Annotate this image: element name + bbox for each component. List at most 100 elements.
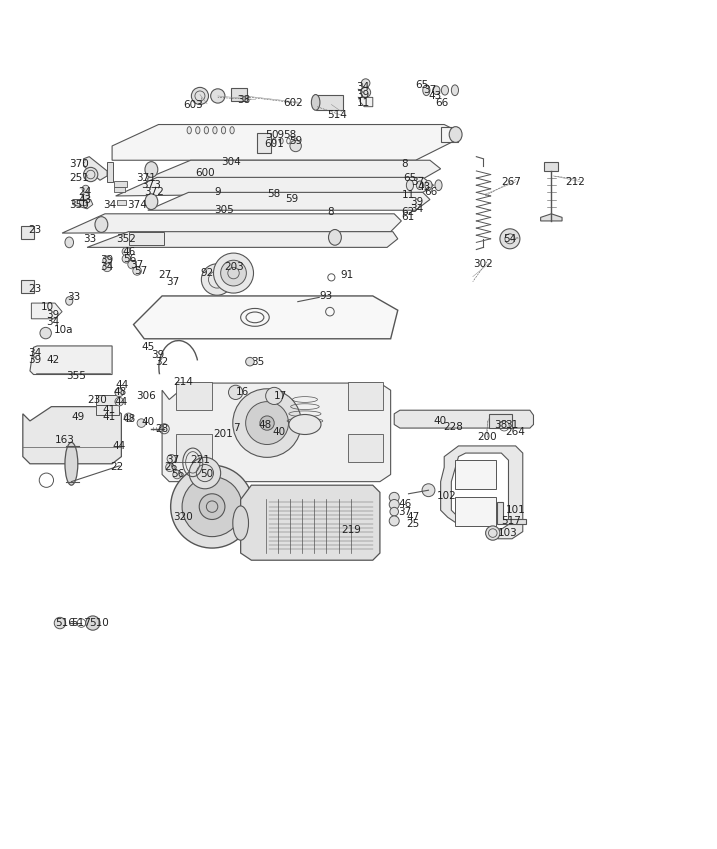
Polygon shape (541, 214, 562, 221)
Ellipse shape (187, 127, 191, 134)
Text: 43: 43 (79, 194, 92, 205)
Text: 304: 304 (222, 157, 241, 166)
Text: 37: 37 (166, 455, 179, 465)
Text: 56: 56 (171, 469, 184, 480)
Circle shape (389, 492, 399, 503)
Text: 516: 516 (55, 618, 75, 628)
Text: 101: 101 (505, 505, 526, 515)
Circle shape (82, 185, 89, 193)
Ellipse shape (233, 506, 249, 540)
Bar (455, 460, 496, 489)
Text: 39: 39 (356, 89, 369, 99)
Bar (455, 498, 496, 526)
Circle shape (361, 87, 371, 98)
Text: 39: 39 (47, 310, 60, 319)
Circle shape (133, 267, 141, 275)
Text: 93: 93 (319, 291, 333, 301)
Text: 9: 9 (214, 188, 221, 197)
Text: 221: 221 (191, 455, 211, 465)
Circle shape (167, 454, 176, 463)
Text: 37: 37 (130, 260, 143, 269)
Text: 56: 56 (123, 254, 136, 264)
Text: 44: 44 (115, 380, 129, 391)
Ellipse shape (289, 414, 321, 435)
Text: 58: 58 (283, 130, 297, 140)
Text: 38: 38 (494, 419, 508, 430)
Circle shape (246, 402, 288, 445)
Polygon shape (148, 193, 430, 211)
Circle shape (103, 256, 111, 265)
Text: 44: 44 (114, 396, 128, 407)
Circle shape (166, 463, 174, 472)
Text: 37: 37 (423, 85, 436, 95)
Bar (176, 434, 212, 463)
Text: 370: 370 (70, 159, 89, 169)
Ellipse shape (435, 180, 442, 190)
Bar (348, 382, 384, 410)
Bar (117, 200, 125, 205)
Ellipse shape (65, 442, 78, 486)
Circle shape (173, 470, 181, 479)
Bar (128, 232, 164, 245)
Text: 10: 10 (41, 301, 54, 312)
Ellipse shape (65, 237, 74, 248)
Text: 33: 33 (83, 233, 97, 244)
Text: 31: 31 (505, 419, 519, 430)
Text: 37: 37 (412, 177, 424, 187)
Bar (114, 188, 125, 193)
Text: 517: 517 (501, 516, 521, 526)
Circle shape (389, 499, 399, 509)
Text: 39: 39 (100, 256, 113, 265)
Bar (107, 161, 113, 182)
Text: 25: 25 (407, 520, 419, 530)
Text: 306: 306 (136, 391, 156, 401)
Text: 228: 228 (443, 422, 462, 431)
Circle shape (266, 387, 282, 404)
Circle shape (485, 526, 500, 540)
Circle shape (214, 253, 254, 293)
Text: 46: 46 (123, 247, 136, 256)
Circle shape (128, 261, 136, 269)
Circle shape (171, 465, 254, 548)
Text: 48: 48 (113, 387, 127, 397)
Text: 34: 34 (47, 317, 60, 327)
Text: 59: 59 (285, 194, 299, 204)
Circle shape (260, 416, 274, 430)
Text: 62: 62 (402, 206, 414, 216)
Circle shape (361, 79, 370, 87)
Bar (232, 88, 247, 101)
Text: 43: 43 (429, 91, 442, 101)
Text: 48: 48 (259, 419, 272, 430)
Text: 214: 214 (173, 377, 193, 386)
Text: 5: 5 (266, 130, 272, 140)
Text: 373: 373 (141, 180, 161, 190)
Text: 305: 305 (214, 205, 234, 216)
Text: 212: 212 (566, 177, 586, 187)
Ellipse shape (95, 216, 108, 233)
Circle shape (290, 140, 301, 152)
Text: 34: 34 (29, 348, 42, 358)
Text: 8: 8 (327, 206, 333, 216)
Text: 54: 54 (503, 233, 517, 244)
Text: 41: 41 (103, 405, 116, 415)
Text: 371: 371 (136, 173, 156, 183)
Text: 23: 23 (29, 225, 42, 235)
Text: 38: 38 (237, 94, 250, 104)
Bar (114, 181, 127, 187)
Text: 600: 600 (196, 168, 215, 178)
Ellipse shape (222, 127, 226, 134)
Text: 43: 43 (418, 182, 431, 192)
Text: 40: 40 (141, 417, 154, 427)
Text: 34: 34 (410, 204, 423, 214)
Ellipse shape (145, 161, 158, 177)
Text: 355: 355 (66, 371, 85, 381)
Circle shape (122, 255, 130, 263)
Text: 510: 510 (89, 618, 109, 628)
Polygon shape (62, 214, 402, 233)
Circle shape (422, 484, 435, 497)
Circle shape (221, 261, 247, 286)
Bar (95, 395, 118, 404)
Text: 163: 163 (55, 436, 75, 445)
Polygon shape (394, 410, 533, 428)
Text: 39: 39 (29, 355, 42, 365)
